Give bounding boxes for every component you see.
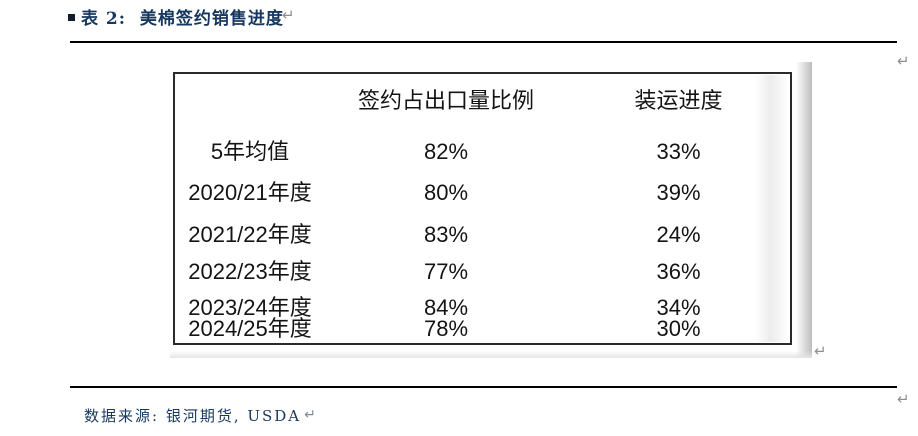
bullet-square-icon <box>68 14 75 21</box>
row-label: 2020/21年度 <box>188 180 312 205</box>
header-cell-shipment-progress: 装运进度 <box>634 88 723 113</box>
embedded-table-image: 签约占出口量比例 装运进度 5年均值 82% 33% 2020/21年度 80%… <box>170 62 812 358</box>
contract-ratio-value: 84% <box>423 295 469 320</box>
table-row: 2021/22年度 83% 24% <box>175 222 790 248</box>
header-cell-contract-ratio: 签约占出口量比例 <box>357 88 534 113</box>
table-inner-shade <box>755 75 789 342</box>
contract-ratio-value: 80% <box>423 180 469 205</box>
top-divider <box>70 41 897 43</box>
table-row: 5年均值 82% 33% <box>175 139 790 165</box>
row-label: 5年均值 <box>210 139 290 164</box>
table-row: 2022/23年度 77% 36% <box>175 259 790 285</box>
shipment-progress-value: 34% <box>656 295 701 320</box>
table-row: 2024/25年度 78% 30% <box>175 316 790 342</box>
table-title: 表 2: 美棉签约销售进度 <box>81 9 284 29</box>
shipment-progress-value: 24% <box>656 222 701 247</box>
row-label: 2021/22年度 <box>188 222 312 247</box>
shipment-progress-value: 36% <box>656 259 701 284</box>
paragraph-mark-icon: ↵ <box>304 407 316 423</box>
table-header-row: 签约占出口量比例 装运进度 <box>175 88 790 114</box>
shipment-progress-value: 30% <box>656 316 701 341</box>
data-source-caption: 数据来源: 银河期货, USDA ↵ <box>84 405 316 426</box>
row-label: 2023/24年度 <box>188 295 312 320</box>
paragraph-mark-icon: ↵ <box>897 52 910 70</box>
row-label: 2024/25年度 <box>188 316 312 341</box>
shipment-progress-value: 33% <box>656 139 701 164</box>
contract-ratio-value: 77% <box>423 259 469 284</box>
cotton-progress-table: 签约占出口量比例 装运进度 5年均值 82% 33% 2020/21年度 80%… <box>173 72 792 345</box>
image-edge-shade <box>796 62 812 358</box>
contract-ratio-value: 78% <box>423 316 469 341</box>
image-edge-shade <box>170 351 812 358</box>
paragraph-mark-icon: ↵ <box>897 390 910 408</box>
data-source-text: 数据来源: 银河期货, USDA <box>84 407 302 425</box>
bottom-divider <box>70 386 897 388</box>
table-row: 2023/24年度 84% 34% <box>175 295 790 321</box>
paragraph-mark-icon: ↵ <box>282 6 295 24</box>
table-row: 2020/21年度 80% 39% <box>175 180 790 206</box>
contract-ratio-value: 83% <box>423 222 469 247</box>
table-caption-heading: 表 2: 美棉签约销售进度 <box>68 4 284 29</box>
shipment-progress-value: 39% <box>656 180 701 205</box>
paragraph-mark-icon: ↵ <box>814 342 827 360</box>
contract-ratio-value: 82% <box>423 139 469 164</box>
row-label: 2022/23年度 <box>188 259 312 284</box>
